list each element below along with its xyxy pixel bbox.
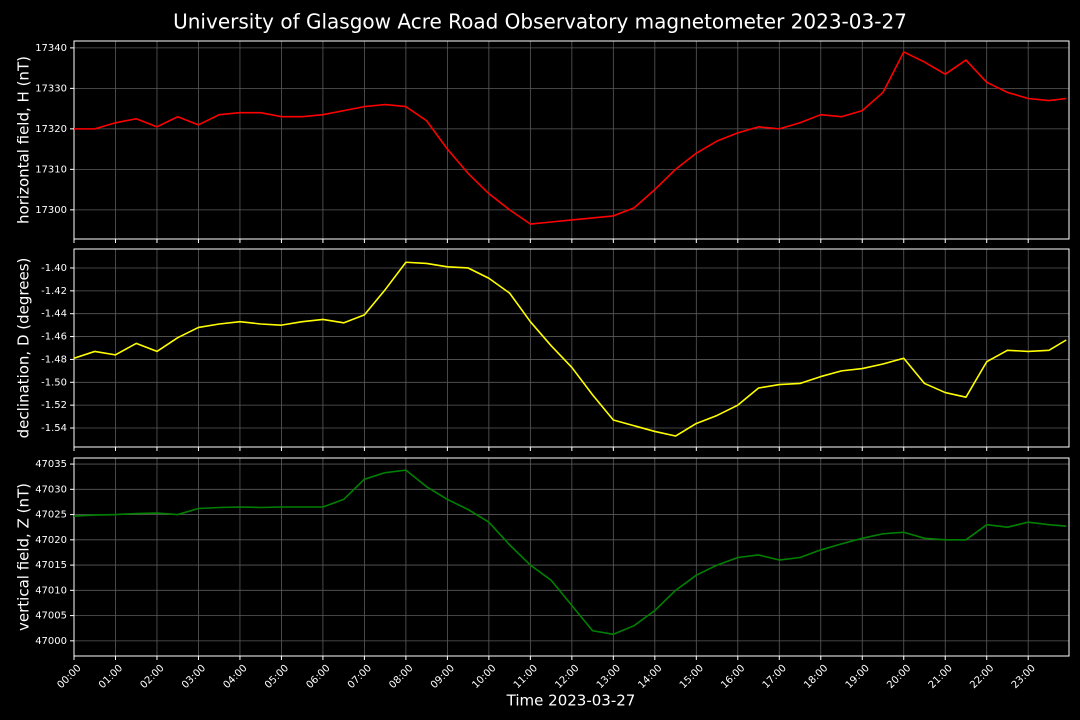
x-tick-label: 09:00 <box>429 663 457 691</box>
x-tick-label: 06:00 <box>304 663 332 691</box>
x-tick-label: 14:00 <box>636 663 664 691</box>
y-tick-label: 17330 <box>35 83 67 94</box>
y-tick-label: 47015 <box>35 560 67 571</box>
y-tick-label: -1.52 <box>41 400 67 411</box>
x-tick-label: 03:00 <box>180 663 208 691</box>
x-axis-label: Time 2023-03-27 <box>506 692 636 710</box>
x-tick-label: 05:00 <box>263 663 291 691</box>
x-tick-label: 07:00 <box>346 663 374 691</box>
y-tick-label: 47005 <box>35 611 67 622</box>
x-tick-label: 17:00 <box>761 663 789 691</box>
chart-title: University of Glasgow Acre Road Observat… <box>173 10 907 34</box>
x-tick-label: 16:00 <box>719 663 747 691</box>
x-tick-label: 01:00 <box>97 663 125 691</box>
x-tick-label: 11:00 <box>512 663 540 691</box>
x-tick-label: 22:00 <box>968 663 996 691</box>
y-tick-label: -1.54 <box>41 423 67 434</box>
x-tick-label: 21:00 <box>927 663 955 691</box>
data-line <box>74 51 1067 225</box>
plot-frame <box>73 40 1070 240</box>
x-tick-label: 23:00 <box>1010 663 1038 691</box>
y-tick-label: 17300 <box>35 205 67 216</box>
x-tick-label: 12:00 <box>553 663 581 691</box>
data-line <box>73 469 1067 636</box>
y-axis-label: vertical field, Z (nT) <box>15 483 33 631</box>
y-tick-label: 47035 <box>35 459 67 470</box>
x-tick-label: 15:00 <box>678 663 706 691</box>
y-axis-label: horizontal field, H (nT) <box>15 56 33 224</box>
y-tick-label: 47020 <box>35 535 67 546</box>
y-tick-label: -1.42 <box>41 286 67 297</box>
x-tick-label: 00:00 <box>55 663 83 691</box>
y-tick-label: 47010 <box>35 585 67 596</box>
plot-frame <box>73 248 1070 448</box>
x-tick-label: 02:00 <box>138 663 166 691</box>
plot-frame <box>73 457 1070 657</box>
x-tick-label: 04:00 <box>221 663 249 691</box>
y-tick-label: 47025 <box>35 510 67 521</box>
y-tick-label: 47030 <box>35 484 67 495</box>
y-tick-label: 47000 <box>35 636 67 647</box>
x-tick-label: 19:00 <box>844 663 872 691</box>
data-line <box>73 261 1067 437</box>
y-tick-label: 17320 <box>35 124 67 135</box>
y-tick-label: -1.48 <box>41 354 67 365</box>
y-tick-label: 17340 <box>35 43 67 54</box>
x-tick-label: 08:00 <box>387 663 415 691</box>
y-axis-label: declination, D (degrees) <box>15 258 33 439</box>
x-tick-label: 10:00 <box>470 663 498 691</box>
y-tick-label: -1.46 <box>41 332 67 343</box>
x-tick-label: 20:00 <box>885 663 913 691</box>
y-tick-label: -1.40 <box>41 263 67 274</box>
y-tick-label: -1.44 <box>41 309 67 320</box>
x-tick-label: 13:00 <box>595 663 623 691</box>
y-tick-label: 17310 <box>35 164 67 175</box>
x-tick-label: 18:00 <box>802 663 830 691</box>
y-tick-label: -1.50 <box>41 377 67 388</box>
